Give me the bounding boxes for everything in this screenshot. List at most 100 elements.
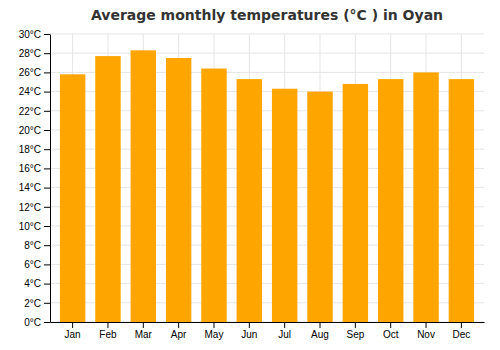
chart-container: Jan Feb Mar Apr May Jun Jul Aug Sep Oct Nov Dec 0°C 2… xyxy=(0,0,500,350)
tick-mark xyxy=(461,322,462,328)
bar xyxy=(413,72,438,322)
tick-label: Aug xyxy=(311,329,329,340)
tick-mark xyxy=(107,322,108,328)
tick: 22°C xyxy=(19,106,50,117)
tick-mark xyxy=(44,245,50,246)
tick: 10°C xyxy=(19,221,50,232)
tick-mark xyxy=(44,111,50,112)
tick-mark xyxy=(390,322,391,328)
tick-mark xyxy=(44,168,50,169)
tick: Jun xyxy=(241,322,257,340)
bar xyxy=(166,58,191,322)
tick: 16°C xyxy=(19,163,50,174)
title: Average monthly temperatures (°C ) in Oy… xyxy=(91,7,443,23)
tick: 18°C xyxy=(19,144,50,155)
tick: 2°C xyxy=(24,298,50,309)
tick-label: Feb xyxy=(99,329,117,340)
bar xyxy=(237,79,262,322)
tick: 8°C xyxy=(24,240,50,251)
tick-label: 6°C xyxy=(24,259,41,270)
tick-mark xyxy=(44,322,50,323)
y-axis: 0°C 2°C 4°C 6°C 8°C 10°C 12°C 14°C 16°C 18°C 20°C 2… xyxy=(19,29,51,328)
tick-label: 12°C xyxy=(19,202,41,213)
tick-label: 30°C xyxy=(19,29,41,40)
bar xyxy=(201,69,226,322)
x-axis: Jan Feb Mar Apr May Jun Jul Aug Sep Oct Nov Dec xyxy=(51,322,485,340)
tick-mark xyxy=(44,92,50,93)
tick-mark xyxy=(213,322,214,328)
tick-mark xyxy=(44,34,50,35)
grid-line-y xyxy=(50,34,484,35)
tick-label: Jun xyxy=(241,329,257,340)
tick-label: Apr xyxy=(171,329,187,340)
tick-mark xyxy=(44,53,50,54)
bar xyxy=(449,79,474,322)
tick-mark xyxy=(355,322,356,328)
tick-label: Sep xyxy=(346,329,364,340)
bars xyxy=(60,50,474,322)
tick: May xyxy=(205,322,224,340)
chart-svg: Jan Feb Mar Apr May Jun Jul Aug Sep Oct Nov Dec 0°C 2… xyxy=(0,0,500,350)
tick-mark xyxy=(44,207,50,208)
tick-mark xyxy=(44,149,50,150)
tick-label: 18°C xyxy=(19,144,41,155)
tick-mark xyxy=(44,264,50,265)
tick-mark xyxy=(44,188,50,189)
tick-mark xyxy=(143,322,144,328)
tick: 14°C xyxy=(19,182,50,193)
axis-line xyxy=(51,322,485,323)
tick-label: 28°C xyxy=(19,48,41,59)
tick-label: 22°C xyxy=(19,106,41,117)
tick-label: 26°C xyxy=(19,67,41,78)
tick: Jul xyxy=(278,322,291,340)
tick-mark xyxy=(44,284,50,285)
tick-label: 24°C xyxy=(19,86,41,97)
tick-mark xyxy=(44,72,50,73)
tick: 26°C xyxy=(19,67,50,78)
tick: 24°C xyxy=(19,86,50,97)
tick-label: 16°C xyxy=(19,163,41,174)
tick-label: 20°C xyxy=(19,125,41,136)
tick: Jan xyxy=(65,322,81,340)
bar xyxy=(95,56,120,322)
tick: 0°C xyxy=(24,317,50,328)
bar xyxy=(378,79,403,322)
axis-line xyxy=(50,35,51,323)
tick: Sep xyxy=(346,322,364,340)
bar xyxy=(272,89,297,322)
tick: 12°C xyxy=(19,202,50,213)
bar xyxy=(131,50,156,322)
tick-label: 0°C xyxy=(24,317,41,328)
tick-mark xyxy=(249,322,250,328)
tick-label: 4°C xyxy=(24,278,41,289)
tick-label: Jul xyxy=(278,329,291,340)
tick: 4°C xyxy=(24,278,50,289)
grid xyxy=(50,34,484,322)
tick-label: Mar xyxy=(135,329,153,340)
tick: Oct xyxy=(383,322,399,340)
tick: 28°C xyxy=(19,48,50,59)
tick-mark xyxy=(320,322,321,328)
tick: Aug xyxy=(311,322,329,340)
tick-label: May xyxy=(205,329,224,340)
tick-mark xyxy=(72,322,73,328)
tick-mark xyxy=(426,322,427,328)
tick-mark xyxy=(178,322,179,328)
tick-mark xyxy=(44,130,50,131)
grid-line-y xyxy=(50,53,484,54)
tick: 20°C xyxy=(19,125,50,136)
tick-label: Dec xyxy=(452,329,470,340)
tick-mark xyxy=(44,226,50,227)
tick-mark xyxy=(284,322,285,328)
tick: Apr xyxy=(171,322,187,340)
tick-label: 8°C xyxy=(24,240,41,251)
tick-label: 2°C xyxy=(24,298,41,309)
tick-label: 14°C xyxy=(19,182,41,193)
tick: 6°C xyxy=(24,259,50,270)
tick-mark xyxy=(44,303,50,304)
tick-label: Nov xyxy=(417,329,435,340)
tick: 30°C xyxy=(19,29,50,40)
tick-label: Jan xyxy=(65,329,81,340)
bar xyxy=(307,92,332,322)
tick-label: Oct xyxy=(383,329,399,340)
